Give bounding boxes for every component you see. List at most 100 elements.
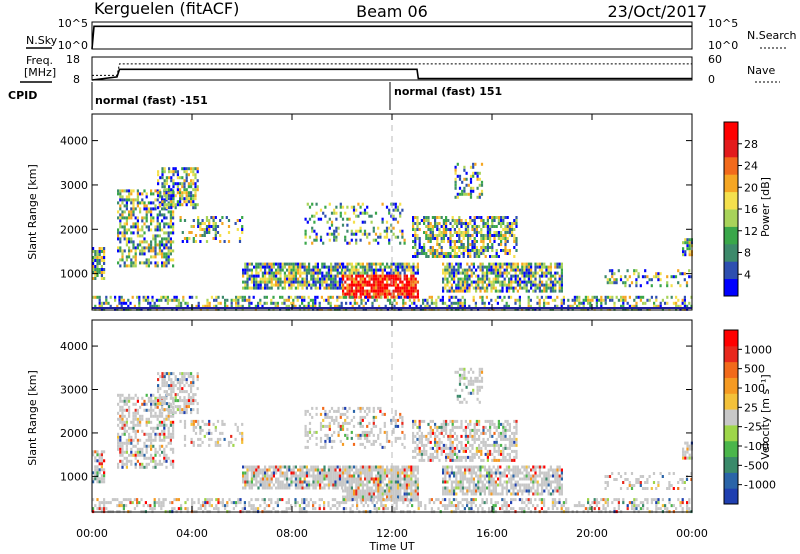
echo-cell (183, 399, 186, 403)
echo-cell (159, 194, 162, 198)
echo-cell (366, 489, 369, 493)
echo-cell (163, 429, 166, 433)
echo-cell (324, 214, 327, 218)
echo-cell (322, 406, 325, 410)
echo-cell (92, 259, 95, 262)
echo-cell (414, 486, 417, 490)
echo-cell (620, 304, 623, 308)
echo-cell (337, 406, 340, 410)
echo-cell (150, 447, 153, 451)
echo-cell (455, 271, 458, 275)
echo-cell (410, 265, 413, 269)
echo-cell (257, 474, 260, 478)
echo-cell (165, 194, 168, 198)
echo-cell (303, 486, 306, 490)
echo-cell (176, 381, 179, 385)
echo-cell (255, 280, 258, 284)
echo-cell (203, 234, 206, 237)
echo-cell (98, 301, 101, 305)
echo-cell (364, 268, 367, 272)
echo-cell (312, 483, 315, 487)
echo-cell (410, 471, 413, 475)
echo-cell (447, 446, 450, 450)
echo-cell (519, 286, 522, 290)
echo-cell (461, 289, 464, 293)
echo-cell (92, 265, 95, 268)
echo-cell (194, 197, 197, 201)
echo-cell (558, 262, 561, 266)
echo-cell (268, 477, 271, 481)
echo-cell (179, 203, 182, 207)
echo-cell (462, 449, 465, 453)
echo-cell (408, 486, 411, 490)
echo-cell (359, 262, 362, 266)
echo-cell (454, 168, 457, 172)
echo-cell (362, 307, 365, 311)
echo-cell (96, 271, 99, 274)
echo-cell (139, 192, 142, 196)
echo-cell (493, 234, 496, 237)
echo-cell (226, 304, 229, 308)
echo-cell (159, 176, 162, 180)
echo-cell (532, 289, 535, 293)
echo-cell (123, 414, 126, 418)
echo-cell (375, 465, 378, 469)
echo-cell (163, 456, 166, 460)
echo-cell (489, 246, 492, 249)
echo-cell (270, 277, 273, 281)
echo-cell (270, 480, 273, 484)
echo-cell (523, 262, 526, 266)
echo-cell (372, 415, 375, 419)
echo-cell (196, 408, 199, 412)
echo-cell (172, 396, 175, 400)
echo-cell (527, 304, 530, 308)
echo-cell (272, 474, 275, 478)
echo-cell (279, 307, 282, 311)
echo-cell (163, 188, 166, 192)
echo-cell (132, 396, 135, 400)
echo-cell (346, 283, 349, 287)
echo-cell (666, 284, 669, 288)
echo-cell (459, 298, 462, 302)
echo-cell (163, 384, 166, 388)
echo-cell (285, 307, 288, 311)
echo-cell (163, 255, 166, 259)
echo-cell (429, 237, 432, 240)
echo-cell (449, 434, 452, 438)
echo-cell (465, 183, 468, 187)
echo-cell (475, 234, 478, 237)
echo-cell (205, 231, 209, 234)
echo-cell (357, 202, 360, 206)
echo-cell (499, 280, 502, 284)
echo-cell (503, 283, 506, 287)
echo-cell (264, 480, 267, 484)
echo-cell (333, 211, 336, 215)
echo-cell (497, 255, 500, 258)
echo-cell (132, 222, 135, 226)
echo-cell (96, 256, 99, 259)
echo-cell (100, 256, 103, 259)
echo-cell (219, 219, 222, 222)
echo-cell (142, 295, 145, 299)
echo-cell (346, 474, 349, 478)
echo-cell (467, 192, 470, 196)
echo-cell (116, 304, 119, 308)
echo-cell (274, 301, 277, 305)
echo-cell (330, 483, 333, 487)
echo-cell (460, 243, 463, 246)
echo-cell (264, 474, 267, 478)
echo-cell (248, 465, 251, 469)
echo-cell (100, 456, 103, 460)
echo-cell (427, 216, 430, 219)
echo-cell (279, 265, 282, 269)
echo-cell (364, 277, 367, 281)
echo-cell (165, 402, 168, 406)
echo-cell (536, 295, 539, 299)
echo-cell (301, 301, 304, 305)
echo-cell (246, 274, 249, 278)
echo-cell (259, 265, 262, 269)
echo-cell (212, 219, 215, 222)
echo-cell (266, 486, 269, 490)
echo-cell (327, 486, 330, 490)
echo-cell (119, 450, 122, 454)
